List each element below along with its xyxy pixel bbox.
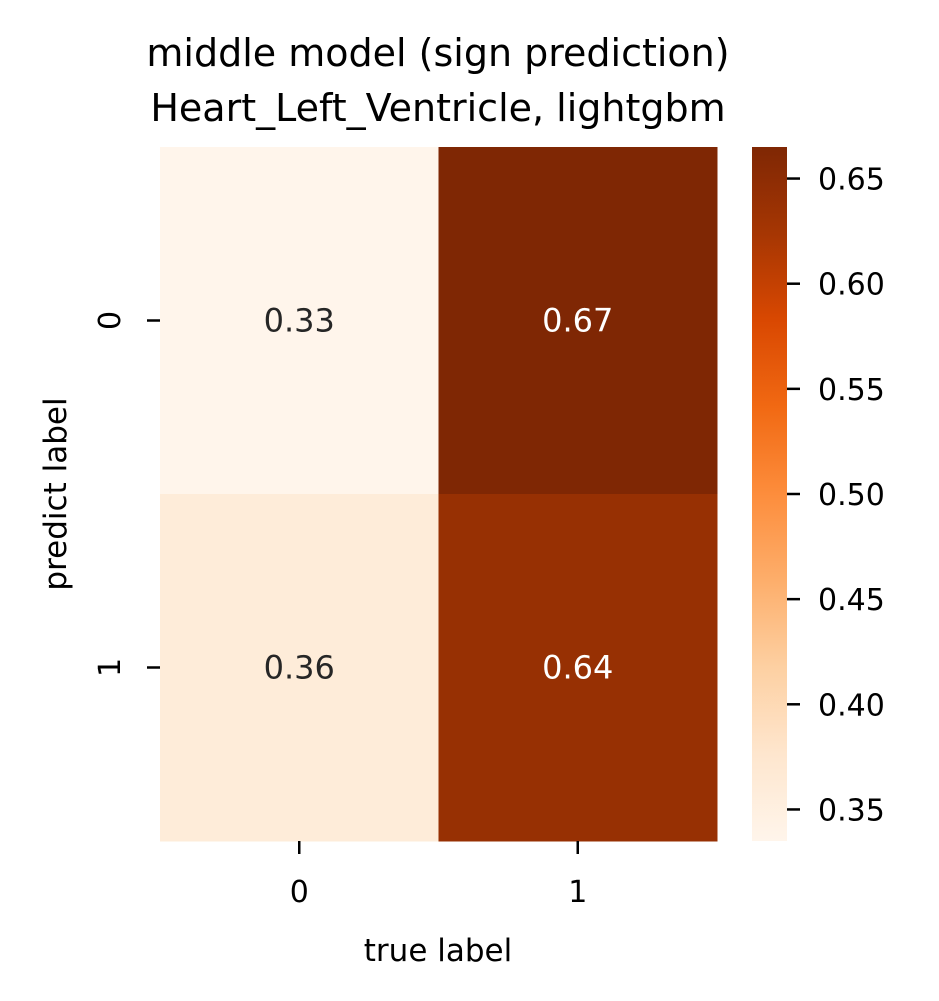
- colorbar-tick-label-4: 0.55: [818, 373, 885, 408]
- cell-value-label-0-1: 0.67: [542, 302, 613, 340]
- colorbar-tick-label-6: 0.65: [818, 163, 885, 198]
- x-tick-label-0: 0: [290, 875, 309, 910]
- x-tick-label-1: 1: [568, 875, 587, 910]
- chart-title-line-2: Heart_Left_Ventricle, lightgbm: [150, 86, 725, 130]
- cell-value-label-1-0: 0.36: [264, 649, 335, 687]
- y-tick-label-0: 0: [93, 311, 128, 330]
- y-axis-label: predict label: [38, 397, 74, 590]
- cell-value-label-1-1: 0.64: [542, 649, 613, 687]
- heatmap-cell-0-1: [438, 147, 718, 495]
- heatmap-cell-1-0: [160, 494, 439, 842]
- colorbar-ticks: 0.35 0.40 0.45 0.50 0.55 0.60 0.65: [787, 163, 885, 828]
- colorbar-tick-label-3: 0.50: [818, 478, 885, 513]
- chart-title-line-1: middle model (sign prediction): [146, 31, 729, 75]
- heatmap-cell-1-1: [438, 494, 718, 842]
- cell-value-label-0-0: 0.33: [264, 302, 335, 340]
- heatmap-cells: [160, 147, 718, 842]
- heatmap-cell-labels: 0.33 0.67 0.36 0.64: [264, 302, 614, 687]
- x-axis-label: true label: [364, 933, 512, 969]
- y-axis-ticks: 01: [93, 311, 160, 677]
- colorbar-tick-label-0: 0.35: [818, 793, 885, 828]
- y-tick-label-1: 1: [93, 658, 128, 677]
- colorbar-tick-label-2: 0.45: [818, 583, 885, 618]
- heatmap-cell-0-0: [160, 147, 439, 495]
- colorbar-tick-label-5: 0.60: [818, 268, 885, 303]
- colorbar: [752, 147, 787, 841]
- colorbar-tick-label-1: 0.40: [818, 688, 885, 723]
